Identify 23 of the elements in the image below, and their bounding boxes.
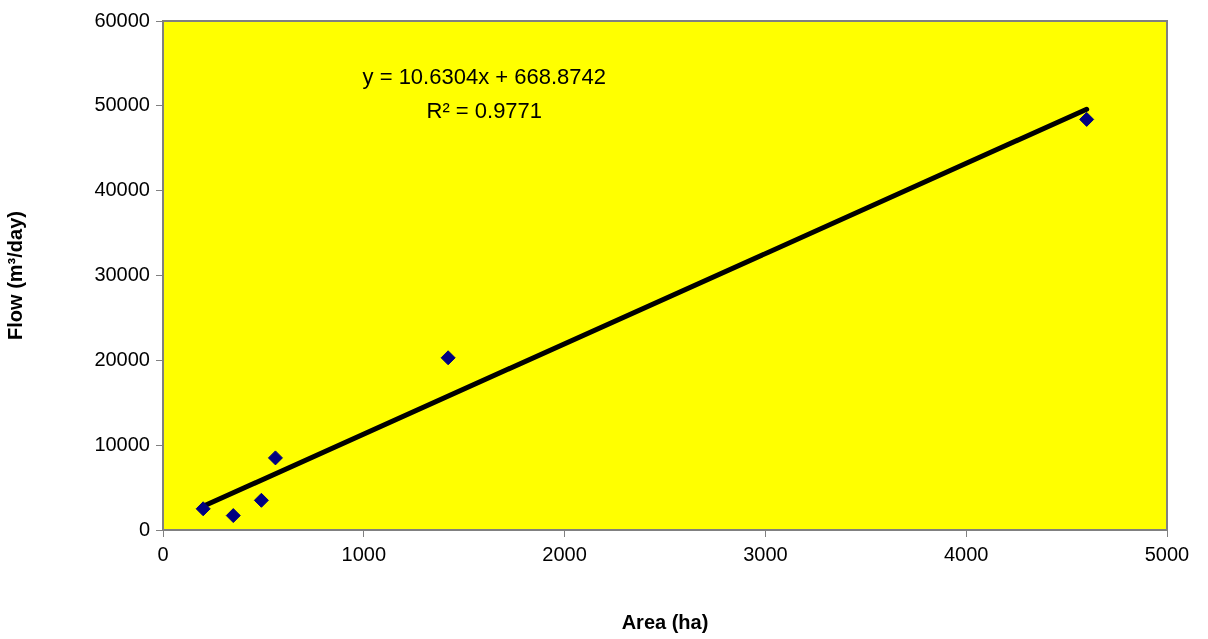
point [267, 450, 283, 466]
y-tick-label: 10000 [94, 432, 150, 455]
y-tick-label: 60000 [94, 8, 150, 31]
annotation: R² = 0.9771 [426, 98, 543, 124]
y-tick-label: 20000 [94, 347, 150, 370]
annotation: y = 10.6304x + 668.8742 [362, 64, 606, 90]
point [1079, 111, 1095, 127]
y-tick-label: 50000 [94, 93, 150, 116]
y-axis-title: Flow (m³/day) [3, 211, 26, 340]
x-tick-label: 2000 [542, 542, 587, 565]
point [253, 492, 269, 508]
x-axis-title: Area (ha) [621, 610, 709, 633]
y-tick-label: 40000 [94, 178, 150, 201]
y-tick-label: 30000 [94, 263, 150, 286]
x-tick-label: 3000 [743, 542, 788, 565]
x-tick-label: 5000 [1144, 542, 1190, 565]
x-tick-label: 0 [157, 542, 169, 565]
y-tick-label: 0 [138, 517, 150, 540]
x-tick-label: 1000 [341, 542, 387, 565]
x-tick-label: 4000 [943, 542, 989, 565]
point [225, 508, 241, 524]
point [440, 350, 456, 366]
point [195, 501, 211, 517]
